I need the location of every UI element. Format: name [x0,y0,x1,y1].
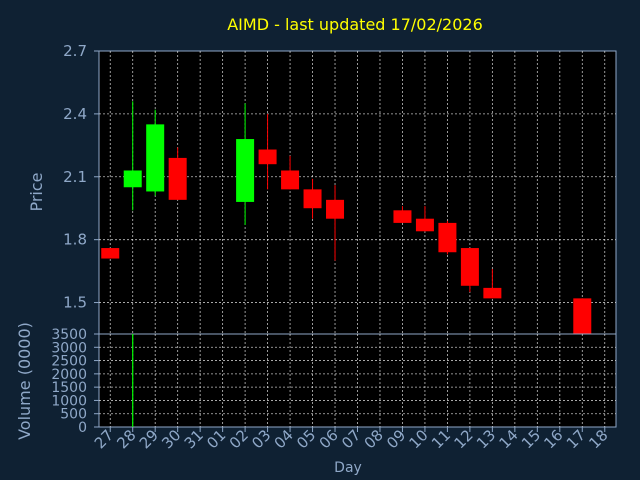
volume-y-tick-label: 2500 [51,354,87,370]
volume-y-tick-label: 500 [60,407,87,423]
candle-10 [415,206,434,232]
candle-body [146,124,165,192]
price-axis-label: Price [27,172,46,211]
chart-title: AIMD - last updated 17/02/2026 [227,15,483,34]
candle-body [101,248,120,259]
volume-y-tick-label: 2000 [51,367,87,383]
candle-body [460,248,479,286]
candle-06 [326,185,345,261]
candle-body [573,298,592,339]
candle-body [303,189,322,209]
price-y-ticks: 1.5 1.8 2.1 2.4 2.7 [63,42,99,312]
candle-12 [460,248,479,293]
candle-29 [146,109,165,196]
candle-02 [236,103,255,225]
candle-body [393,210,412,223]
candle-09 [393,206,412,223]
candle-body [258,149,277,165]
candle-body [483,287,502,299]
volume-y-tick-label: 1500 [51,380,87,396]
candle-30 [168,147,187,200]
x-axis-label: Day [334,460,362,476]
candle-body [438,222,457,253]
x-tick-label: 18 [585,426,611,452]
candle-11 [438,220,457,255]
price-y-tick-label: 2.4 [63,105,87,123]
candle-body [236,139,255,202]
candle-13 [483,269,502,299]
candlesticks [101,101,592,341]
candle-04 [281,155,300,190]
price-y-tick-label: 2.1 [63,168,87,186]
candle-body [415,218,434,232]
price-y-tick-label: 2.7 [63,42,87,60]
price-y-tick-label: 1.8 [63,231,87,249]
candle-body [281,170,300,190]
candle-body [326,199,345,219]
x-ticks: 2728293031010203040506070809101112131415… [91,426,612,452]
volume-y-tick-label: 0 [78,420,87,436]
candle-body [168,157,187,200]
volume-y-tick-label: 3500 [51,327,87,343]
candle-28 [123,101,142,211]
candle-05 [303,178,322,219]
volume-y-tick-label: 3000 [51,340,87,356]
candle-27 [101,248,120,259]
price-y-tick-label: 1.5 [63,294,87,312]
volume-grid [99,334,616,427]
candle-17 [573,298,592,341]
volume-y-tick-label: 1000 [51,393,87,409]
candle-body [123,170,142,188]
volume-axis-label: Volume (0000) [15,322,34,440]
candle-03 [258,113,277,190]
